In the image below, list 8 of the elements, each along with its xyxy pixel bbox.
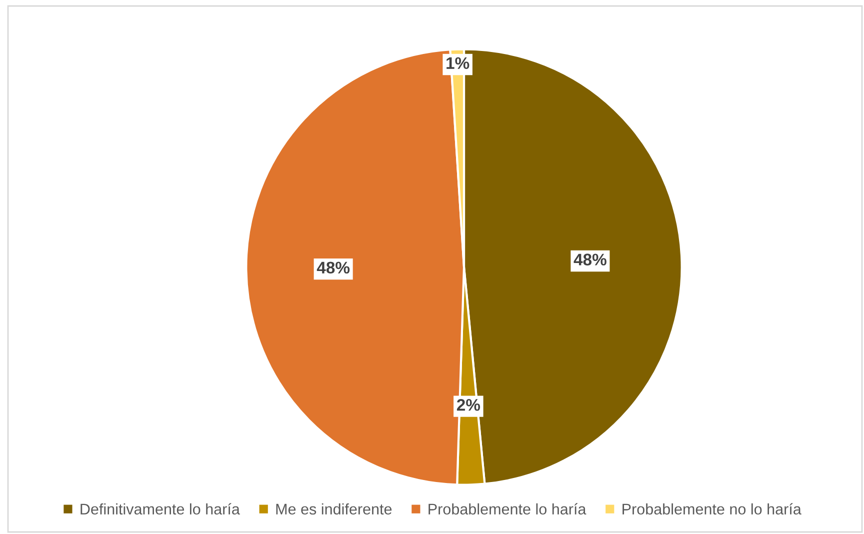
legend-label: Probablemente no lo haría: [622, 503, 802, 515]
data-label: 1%: [446, 57, 470, 69]
legend-label: Definitivamente lo haría: [80, 503, 240, 515]
legend-label: Probablemente lo haría: [428, 503, 586, 515]
data-label: 2%: [456, 399, 480, 411]
data-label: 48%: [316, 262, 350, 274]
data-label: 48%: [574, 254, 606, 266]
legend-label: Me es indiferente: [276, 503, 392, 515]
